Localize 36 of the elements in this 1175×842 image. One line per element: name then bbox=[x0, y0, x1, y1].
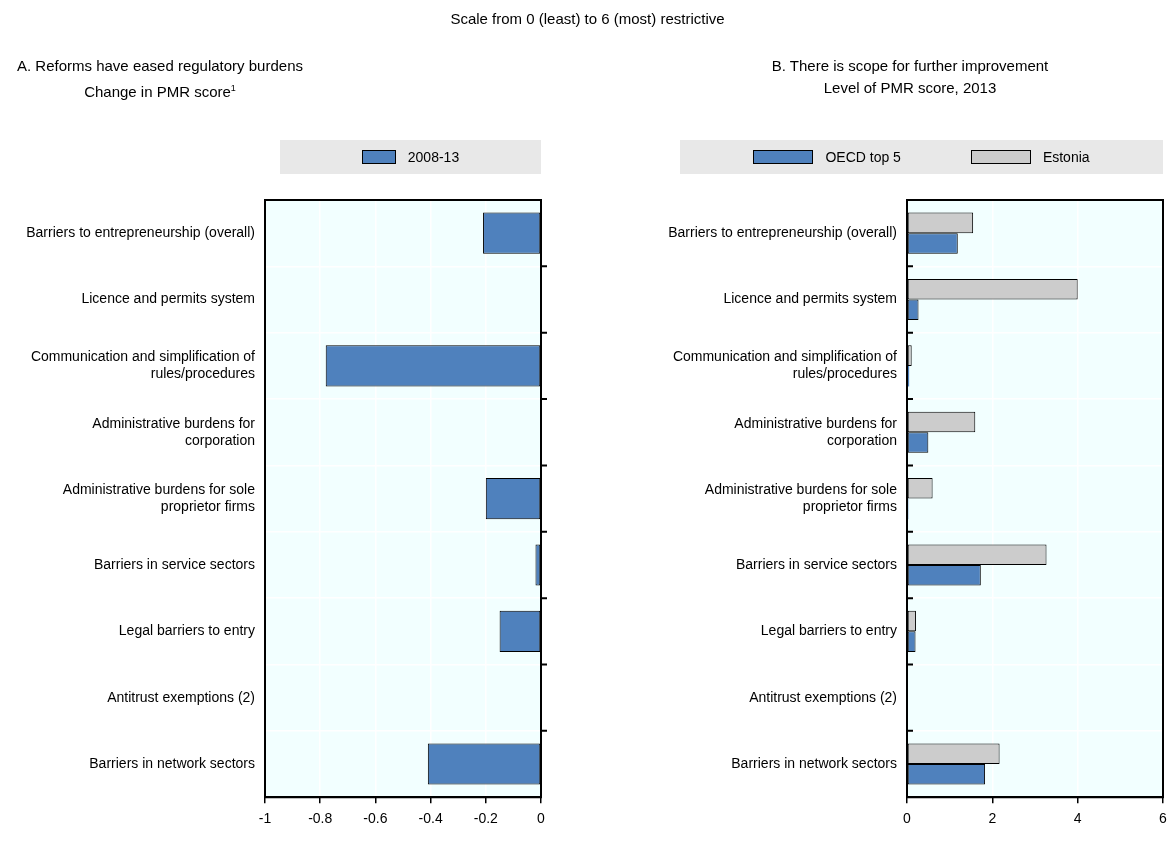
y-tick-label: Barriers in network sectors bbox=[89, 754, 255, 771]
x-tick-label: -1 bbox=[258, 810, 272, 827]
chart-title: A. Reforms have eased regulatory burdens bbox=[17, 56, 303, 76]
x-tick-label: -0.2 bbox=[473, 810, 499, 827]
y-tick-label: Communication and simplification of rules/procedures bbox=[672, 348, 898, 382]
x-tick-label: 0 bbox=[537, 810, 546, 827]
x-tick-label: -0.8 bbox=[308, 810, 333, 827]
y-tick-label: Antitrust exemptions (2) bbox=[749, 688, 897, 705]
y-tick-label: Administrative burdens for corporation bbox=[92, 414, 256, 448]
legend-label: Estonia bbox=[1042, 149, 1090, 165]
chart-subtitle: Level of PMR score, 2013 bbox=[822, 78, 998, 98]
y-tick-label: Legal barriers to entry bbox=[118, 622, 255, 639]
y-tick-label: Barriers in network sectors bbox=[731, 754, 897, 771]
y-tick-label: Antitrust exemptions (2) bbox=[107, 688, 255, 705]
y-tick-label: Administrative burdens for sole proprietor firms bbox=[704, 481, 898, 514]
y-tick-label: Legal barriers to entry bbox=[760, 622, 897, 639]
x-tick-label: 4 bbox=[1073, 810, 1082, 827]
y-tick-label: Barriers in service sectors bbox=[93, 555, 255, 572]
legend-label: 2008-13 bbox=[407, 149, 460, 165]
x-tick-label: -0.4 bbox=[418, 810, 443, 827]
y-tick-label: Barriers in service sectors bbox=[735, 555, 897, 572]
y-tick-label: Administrative burdens for sole proprietor firms bbox=[62, 481, 256, 514]
y-tick-label: Communication and simplification of rules/procedures bbox=[30, 348, 256, 382]
chart-subtitle: Change in PMR score$^{1}$ bbox=[83, 82, 237, 102]
x-tick-label: 2 bbox=[988, 810, 997, 827]
y-tick-label: Licence and permits system bbox=[723, 290, 897, 307]
chart-title: B. There is scope for further improvement bbox=[771, 56, 1049, 76]
y-tick-label: Barriers to entrepreneurship (overall) bbox=[26, 224, 255, 241]
x-tick-label: -0.6 bbox=[363, 810, 388, 827]
x-tick-label: 0 bbox=[903, 810, 912, 827]
y-tick-label: Licence and permits system bbox=[81, 290, 255, 307]
y-tick-label: Barriers to entrepreneurship (overall) bbox=[668, 224, 897, 241]
legend-label: OECD top 5 bbox=[825, 149, 901, 165]
x-tick-label: 6 bbox=[1159, 810, 1168, 827]
text: Scale from 0 (least) to 6 (most) restrictive bbox=[449, 10, 726, 27]
y-tick-label: Administrative burdens for corporation bbox=[734, 414, 898, 448]
